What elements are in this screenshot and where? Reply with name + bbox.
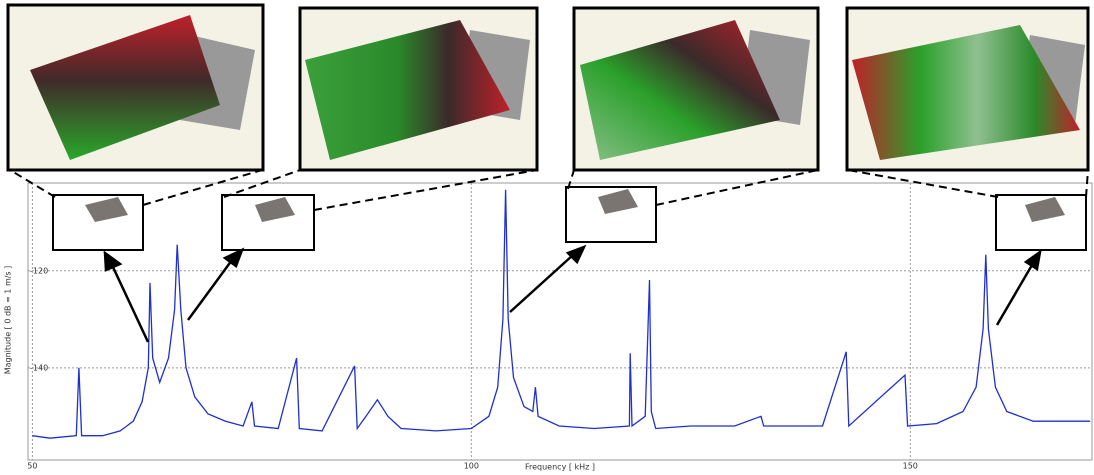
x-tick-label: 150 <box>903 462 918 471</box>
y-axis-label: Magnitude [ 0 dB = 1 m/s ] <box>4 266 13 375</box>
x-axis-label: Frequency [ kHz ] <box>525 463 595 472</box>
plot-area: -120 -140 50 100 150 <box>27 182 1093 471</box>
x-tick-label: 100 <box>464 462 479 471</box>
thumbnails <box>52 186 1087 251</box>
x-tick-label: 50 <box>27 462 37 471</box>
y-tick-label: -120 <box>30 266 48 275</box>
mode-shape-insets <box>6 3 1090 172</box>
spectrum-line <box>32 189 1091 439</box>
y-tick-label: -140 <box>30 363 48 372</box>
arrows <box>103 244 1042 343</box>
connector-lines <box>9 169 1089 211</box>
